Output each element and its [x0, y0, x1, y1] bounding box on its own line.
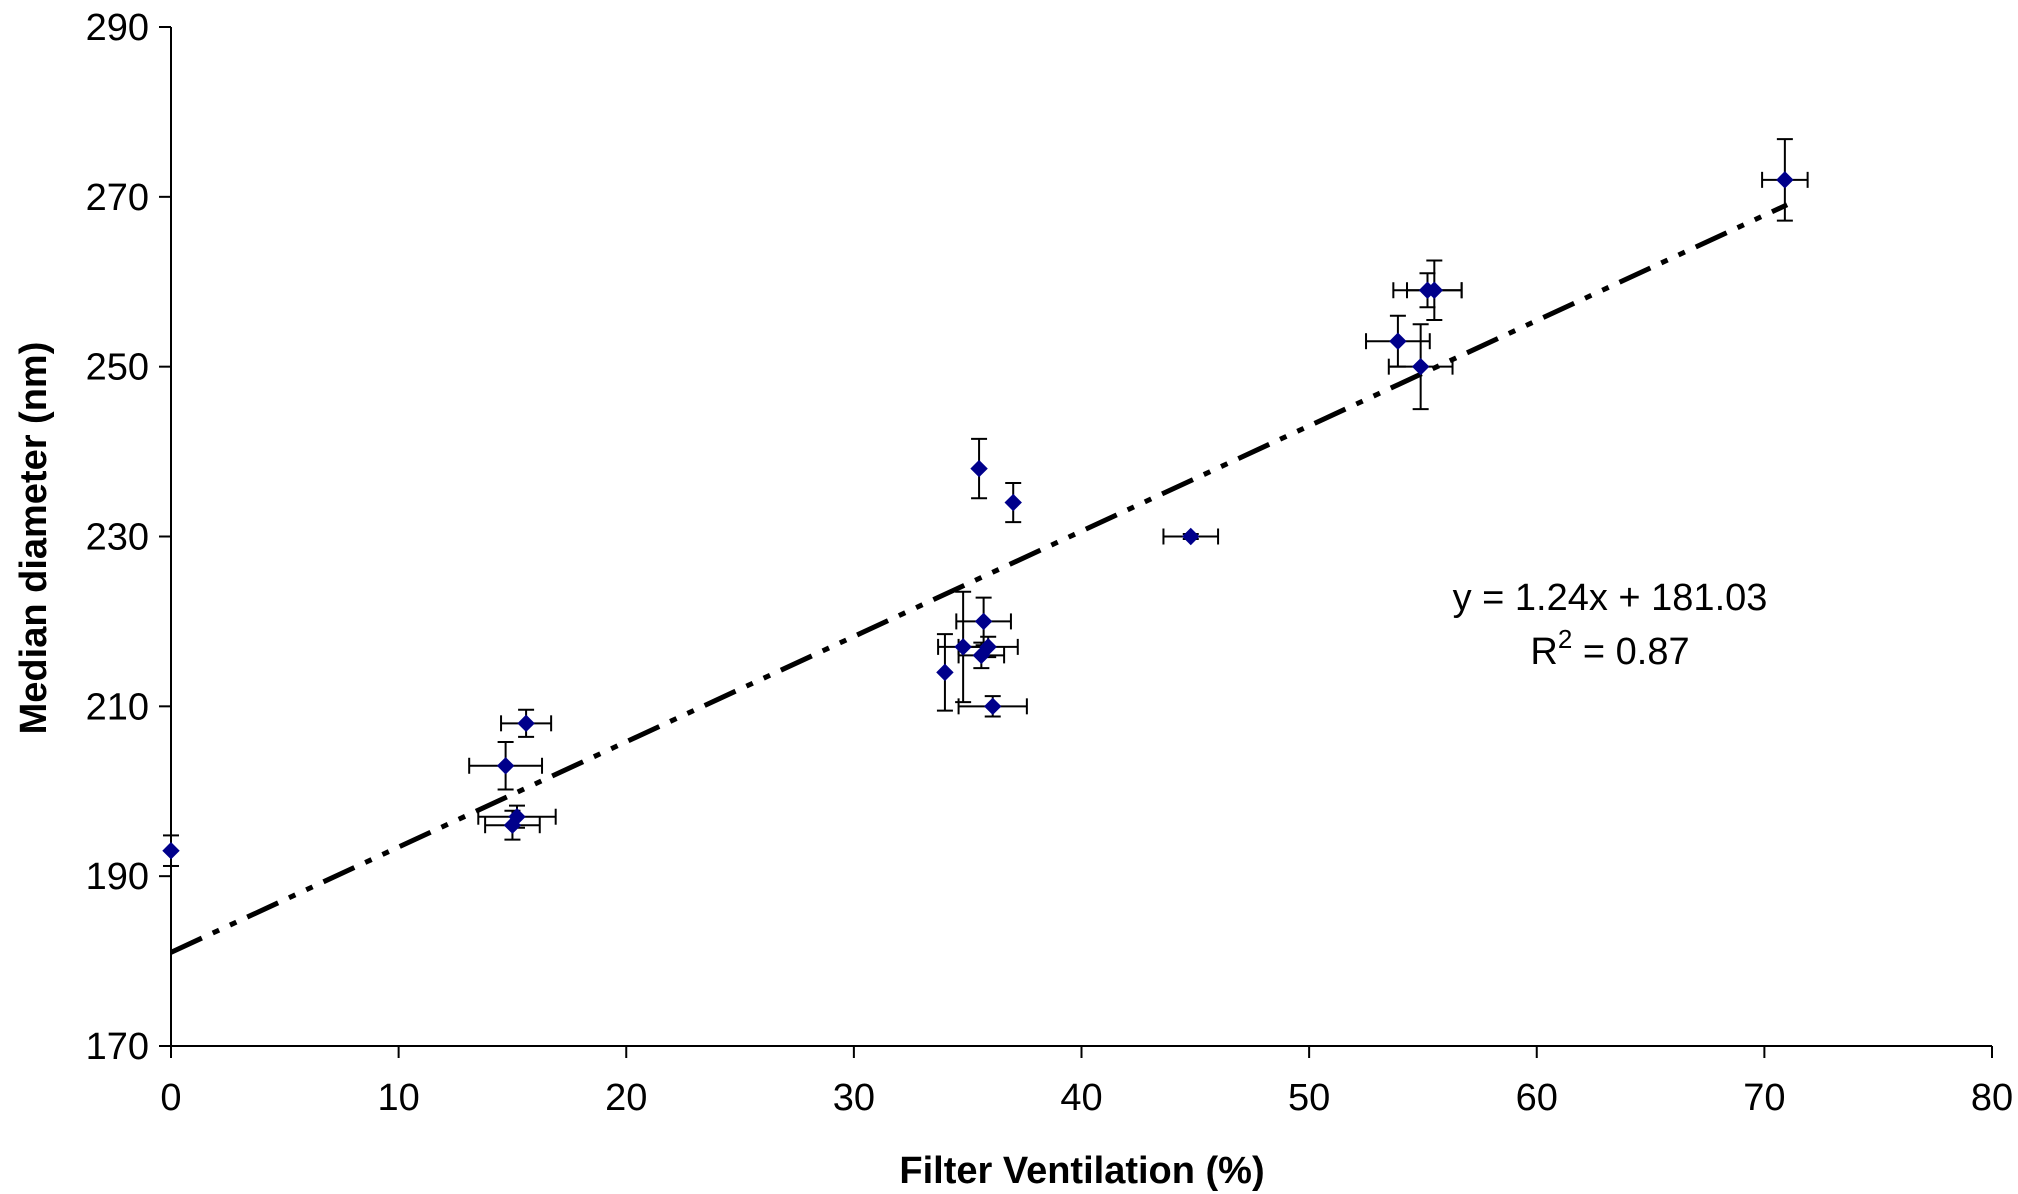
r-squared-value: = 0.87 [1572, 631, 1689, 673]
data-point [954, 638, 972, 656]
data-point [970, 459, 988, 478]
y-tick-label: 230 [86, 517, 149, 559]
x-tick-label: 60 [1516, 1077, 1558, 1119]
data-point [974, 612, 993, 631]
r-squared-superscript: 2 [1558, 624, 1572, 654]
data-point [517, 714, 535, 733]
data-point [1776, 171, 1794, 189]
data-point [1411, 357, 1430, 376]
x-axis-title: Filter Ventilation (%) [899, 1150, 1264, 1192]
x-tick-label: 10 [377, 1077, 419, 1119]
x-tick-label: 50 [1288, 1077, 1330, 1119]
r-squared-label: R2 = 0.87 [1530, 624, 1689, 673]
y-tick-label: 290 [86, 7, 149, 49]
y-tick-label: 210 [86, 686, 149, 728]
x-tick-label: 70 [1743, 1077, 1785, 1119]
data-points [162, 171, 1794, 860]
x-tick-label: 0 [160, 1077, 181, 1119]
x-tick-label: 20 [605, 1077, 647, 1119]
x-axis-ticks: 0 10 20 30 40 50 60 70 80 [160, 1046, 2013, 1119]
trendline [169, 202, 1789, 955]
data-point [1182, 527, 1200, 546]
r-squared-prefix: R [1530, 631, 1557, 673]
data-point [1389, 332, 1407, 350]
axes [170, 27, 1992, 1047]
data-point [503, 816, 522, 834]
y-axis-title: Median diameter (nm) [13, 342, 55, 735]
x-tick-label: 40 [1060, 1077, 1102, 1119]
data-point [1004, 493, 1022, 512]
data-point [936, 663, 954, 682]
y-tick-label: 270 [86, 177, 149, 219]
trendline-equation: y = 1.24x + 181.03 [1453, 577, 1768, 619]
x-tick-label: 30 [833, 1077, 875, 1119]
y-axis-ticks: 170 190 210 230 250 270 290 [86, 7, 171, 1068]
x-tick-label: 80 [1971, 1077, 2013, 1119]
y-tick-label: 170 [86, 1026, 149, 1068]
y-tick-label: 250 [86, 347, 149, 389]
trendline-group [169, 202, 1789, 955]
data-point [979, 638, 997, 656]
data-point [1425, 281, 1444, 299]
data-point [496, 757, 515, 775]
data-point [984, 697, 1002, 716]
y-tick-label: 190 [86, 856, 149, 898]
data-point [162, 841, 180, 860]
error-bars [163, 138, 1809, 867]
